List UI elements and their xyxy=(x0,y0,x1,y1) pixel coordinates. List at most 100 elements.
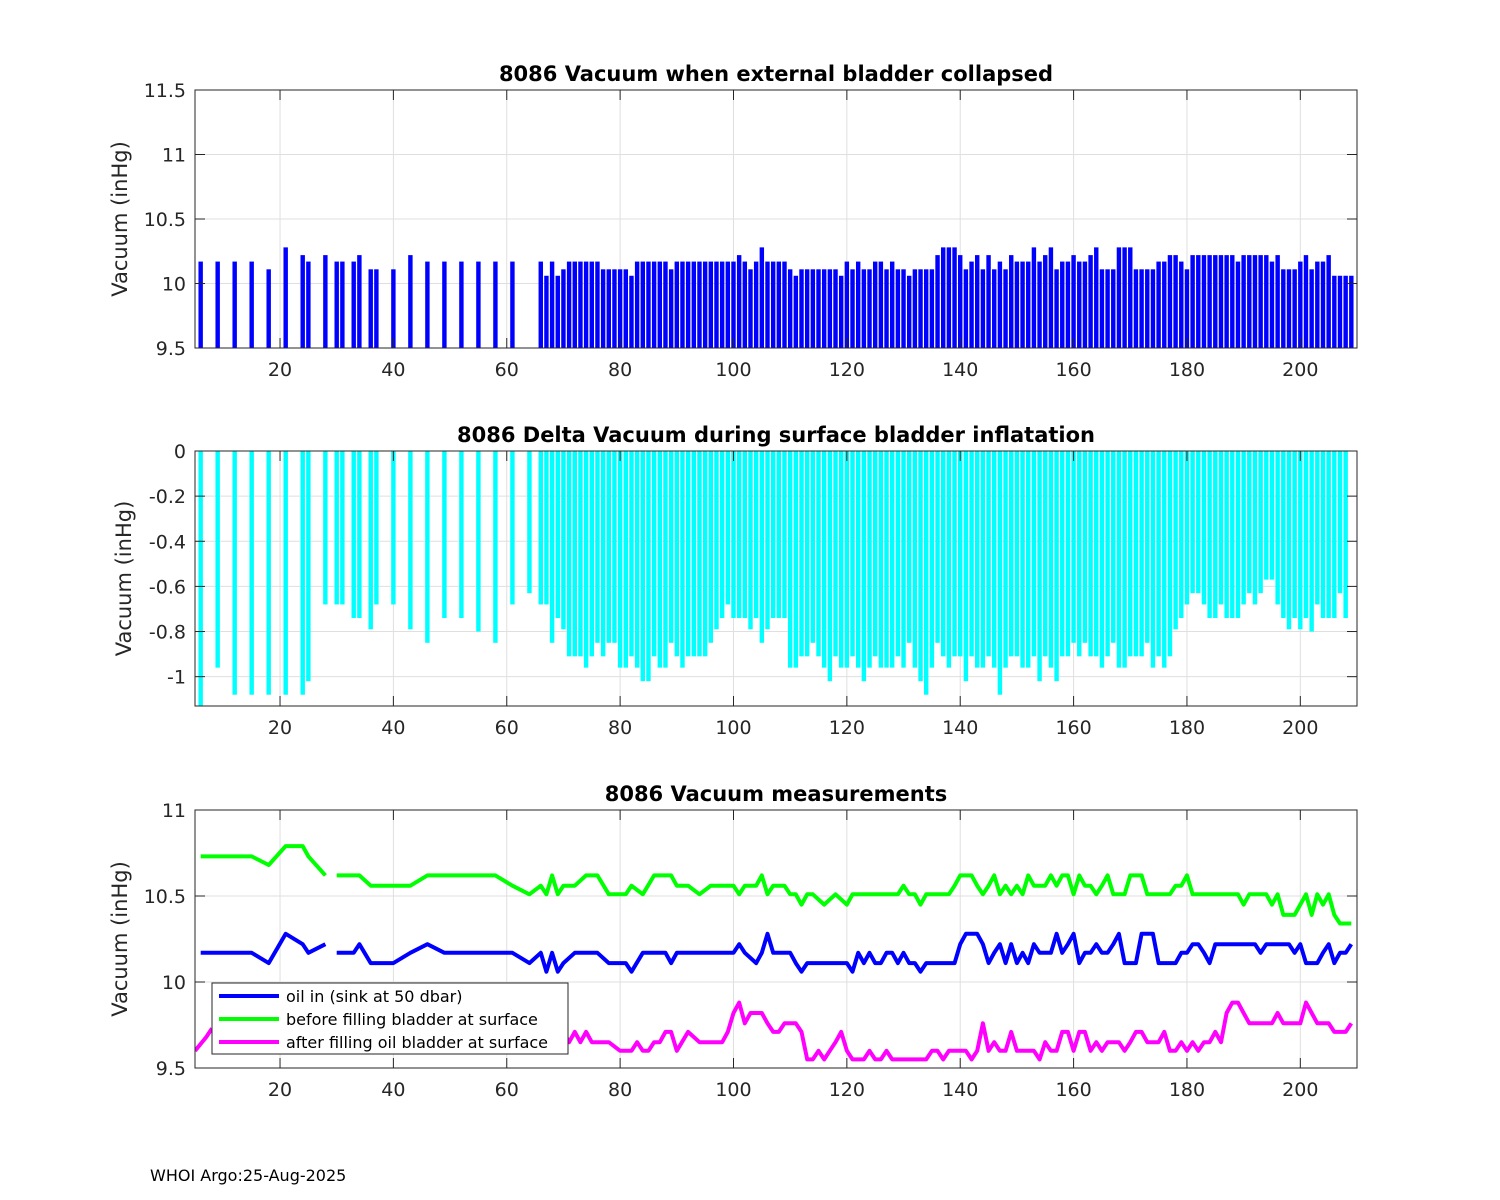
bar xyxy=(578,261,583,348)
bar xyxy=(714,261,719,348)
y-axis-label: Vacuum (inHg) xyxy=(112,501,136,657)
bar xyxy=(1230,255,1235,348)
bar xyxy=(1043,255,1048,348)
bar xyxy=(1014,261,1020,348)
bar xyxy=(1247,451,1252,594)
bar xyxy=(753,451,759,618)
bar xyxy=(1315,451,1320,605)
bar xyxy=(600,451,606,657)
bar xyxy=(1281,451,1286,618)
bar xyxy=(634,261,640,348)
bar xyxy=(306,261,311,348)
bar xyxy=(719,261,725,348)
bar xyxy=(1337,451,1343,594)
bar xyxy=(1043,451,1048,657)
x-tick-label: 120 xyxy=(829,359,865,381)
bar xyxy=(1315,261,1320,348)
bar xyxy=(640,261,645,348)
bar xyxy=(1258,451,1263,594)
bar xyxy=(924,451,929,695)
bar xyxy=(425,451,430,643)
y-tick-label: -0.8 xyxy=(149,622,186,644)
bar xyxy=(1071,255,1076,348)
bar xyxy=(827,451,833,682)
x-tick-label: 60 xyxy=(495,717,519,739)
series-line xyxy=(200,844,1352,926)
bar xyxy=(1111,269,1116,348)
bar xyxy=(510,261,515,348)
bar xyxy=(776,261,782,348)
legend: oil in (sink at 50 dbar) before filling b… xyxy=(211,982,569,1055)
bar xyxy=(708,451,714,643)
bar xyxy=(1156,451,1161,657)
bar xyxy=(997,451,1003,695)
bar xyxy=(1196,451,1201,594)
bar xyxy=(589,451,594,657)
y-tick-label: 10.5 xyxy=(144,209,186,231)
footer-stamp: WHOI Argo:25-Aug-2025 xyxy=(150,1166,347,1185)
bar xyxy=(884,451,889,668)
bar xyxy=(787,451,793,668)
bar xyxy=(198,451,203,706)
bar xyxy=(753,261,759,348)
bar xyxy=(476,261,481,348)
bar xyxy=(1298,451,1303,630)
bar xyxy=(1258,255,1263,348)
bar xyxy=(612,269,617,348)
bar xyxy=(1116,451,1122,668)
x-tick-label: 20 xyxy=(268,717,292,739)
bar xyxy=(827,269,833,348)
bar xyxy=(810,451,816,643)
bar xyxy=(697,451,702,657)
series-segment xyxy=(200,931,327,966)
bar xyxy=(538,261,543,348)
bar xyxy=(725,261,731,348)
bar xyxy=(736,451,742,618)
bar xyxy=(459,261,464,348)
bar xyxy=(975,451,980,668)
bar xyxy=(640,451,645,682)
bar xyxy=(1292,451,1297,618)
bar xyxy=(816,451,821,657)
bar xyxy=(1099,269,1105,348)
bar xyxy=(1275,451,1280,605)
bar xyxy=(804,451,810,657)
bar xyxy=(770,261,776,348)
bar xyxy=(872,451,878,657)
bar xyxy=(1292,269,1297,348)
y-tick-label: -1 xyxy=(167,667,186,689)
bar xyxy=(731,451,736,618)
bar xyxy=(232,261,237,348)
bar xyxy=(589,261,594,348)
x-tick-label: 160 xyxy=(1055,717,1091,739)
x-tick-label: 200 xyxy=(1282,717,1318,739)
bar xyxy=(702,451,708,657)
bar xyxy=(572,261,577,348)
bar xyxy=(850,269,855,348)
bar xyxy=(544,275,549,348)
x-axis: 20 40 60 80 100 120 140 160 180 200 xyxy=(268,90,1318,381)
bar xyxy=(668,269,674,348)
bar xyxy=(736,255,742,348)
bar xyxy=(538,451,543,605)
x-tick-label: 140 xyxy=(942,717,978,739)
x-tick-label: 60 xyxy=(495,1079,519,1101)
bar xyxy=(323,255,328,348)
bar xyxy=(1003,269,1008,348)
bar xyxy=(906,451,912,643)
bar xyxy=(1213,451,1218,618)
series-segment xyxy=(336,873,1352,926)
bar xyxy=(1218,451,1224,605)
bar xyxy=(1082,261,1088,348)
bar xyxy=(391,451,396,605)
bar xyxy=(895,451,901,657)
bar xyxy=(1054,451,1059,682)
bar xyxy=(748,451,753,630)
bar xyxy=(1088,255,1093,348)
bar xyxy=(1065,451,1071,657)
bar xyxy=(1281,269,1286,348)
bar xyxy=(1252,451,1258,605)
bar xyxy=(300,255,305,348)
x-tick-label: 40 xyxy=(381,359,405,381)
bar xyxy=(1122,451,1127,668)
